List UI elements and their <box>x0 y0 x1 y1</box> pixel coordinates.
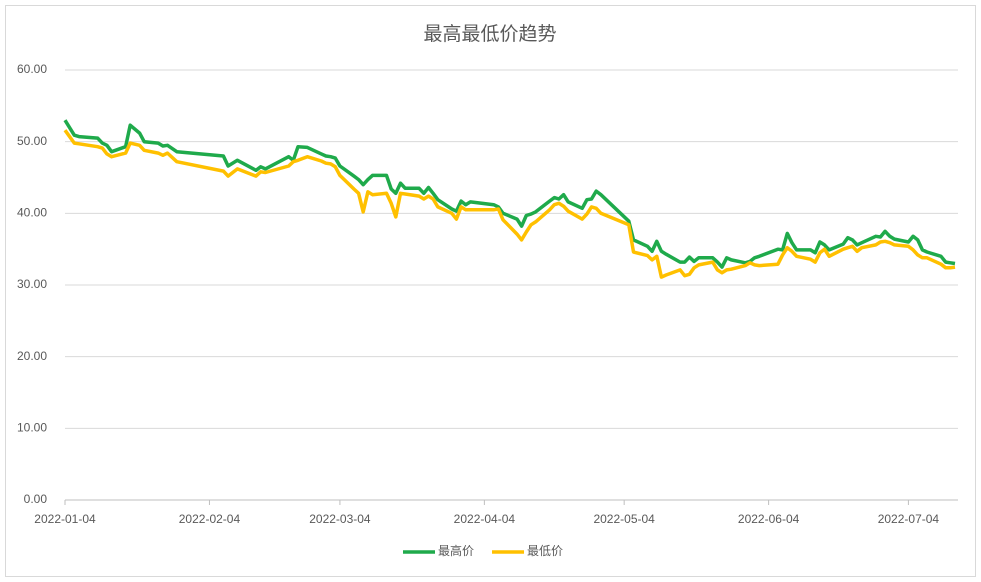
y-tick-label: 50.00 <box>17 134 47 148</box>
x-tick-label: 2022-04-04 <box>454 512 516 526</box>
legend-label: 最低价 <box>527 544 563 558</box>
y-tick-label: 30.00 <box>17 277 47 291</box>
series-line <box>63 119 956 269</box>
chart-title: 最高最低价趋势 <box>423 23 556 45</box>
y-tick-label: 10.00 <box>17 421 47 435</box>
x-tick-label: 2022-05-04 <box>593 512 655 526</box>
y-tick-label: 60.00 <box>17 62 47 76</box>
y-tick-label: 0.00 <box>24 492 48 506</box>
y-tick-label: 40.00 <box>17 206 47 220</box>
series-line <box>63 129 956 279</box>
x-tick-label: 2022-02-04 <box>179 512 241 526</box>
y-tick-label: 20.00 <box>17 349 47 363</box>
x-tick-label: 2022-07-04 <box>878 512 940 526</box>
chart-border <box>5 5 976 577</box>
x-tick-label: 2022-06-04 <box>738 512 800 526</box>
legend-label: 最高价 <box>438 543 474 558</box>
x-tick-label: 2022-03-04 <box>309 512 371 526</box>
x-tick-label: 2022-01-04 <box>34 512 96 526</box>
